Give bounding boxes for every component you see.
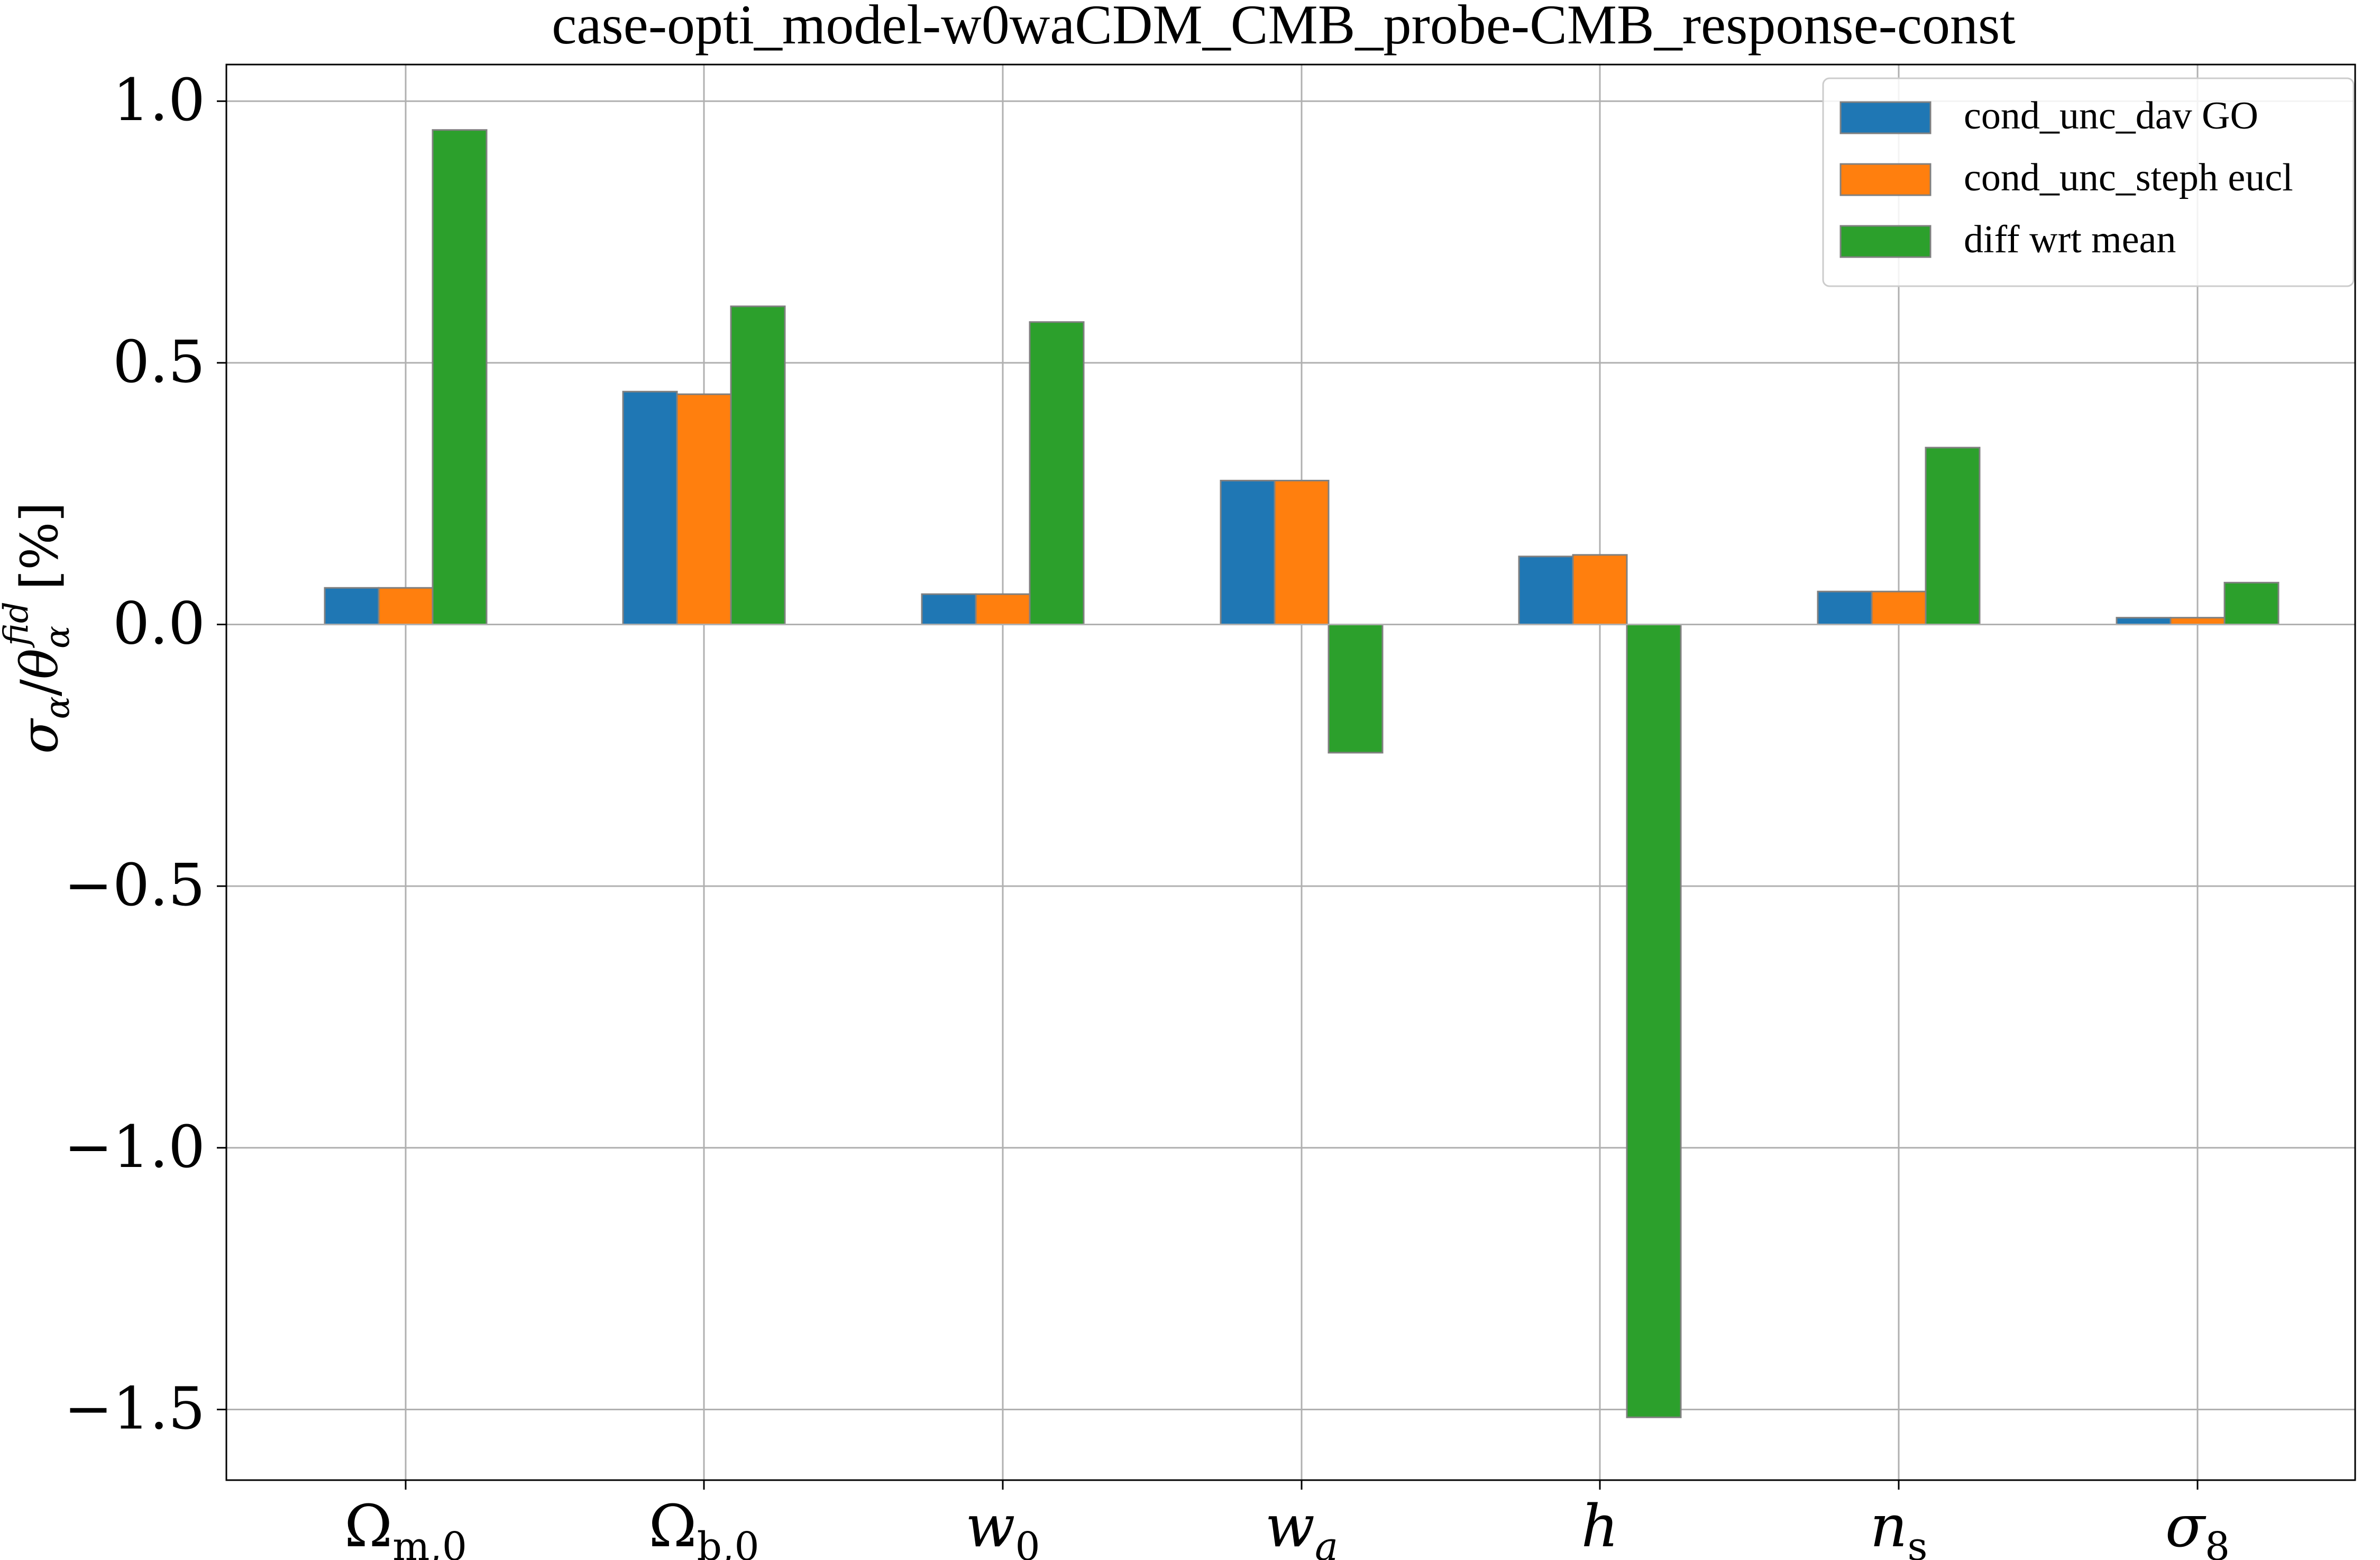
- x-tick-label: ns: [1870, 1492, 1928, 1560]
- bar: [1572, 554, 1628, 626]
- y-tick-label: 0.0: [113, 590, 205, 658]
- bar: [1871, 590, 1927, 626]
- bar: [2170, 617, 2226, 626]
- bar: [378, 587, 434, 626]
- chart-title: case-opti_model-w0waCDM_CMB_probe-CMB_re…: [552, 0, 2015, 56]
- y-tick-label: 0.5: [113, 328, 205, 396]
- bar: [2223, 581, 2280, 626]
- legend-label: cond_unc_steph eucl: [1964, 156, 2293, 199]
- bar: [676, 393, 732, 626]
- bar: [1518, 555, 1574, 626]
- x-tick-label: Ωb,0: [648, 1492, 759, 1560]
- x-tick-label: h: [1581, 1492, 1619, 1560]
- legend: cond_unc_dav GO cond_unc_steph eucl diff w…: [1822, 77, 2355, 287]
- plot-frame: [225, 63, 2356, 1481]
- legend-swatch: [1839, 225, 1932, 258]
- bar: [1029, 321, 1085, 626]
- x-ticks: Ωm,0 Ωb,0 w0 wa h ns σ8: [344, 1480, 2230, 1560]
- bars: [324, 129, 2280, 1418]
- y-axis-label: σα/θαfid[%]: [0, 502, 77, 754]
- bar: [1925, 446, 1981, 626]
- y-ticks: 1.0 0.5 0.0 −0.5 −1.0 −1.5: [64, 66, 226, 1442]
- bar: [2116, 617, 2172, 626]
- bar: [432, 129, 488, 626]
- bar: [1220, 479, 1276, 626]
- y-tick-label: −1.5: [64, 1374, 205, 1442]
- bar: [975, 593, 1031, 626]
- x-tick-label: wa: [1265, 1492, 1338, 1560]
- legend-label: diff wrt mean: [1964, 218, 2176, 261]
- bar: [1328, 624, 1384, 754]
- bar: [1274, 479, 1330, 626]
- y-tick-label: 1.0: [113, 66, 205, 134]
- y-tick-label: −0.5: [64, 851, 205, 919]
- bar: [1817, 590, 1873, 626]
- bar: [324, 587, 380, 626]
- bar: [730, 305, 786, 626]
- legend-box: [1822, 77, 2355, 287]
- x-tick-label: σ8: [2165, 1492, 2230, 1560]
- svg-text:σα/θαfid[%]: σα/θαfid[%]: [0, 502, 77, 754]
- bar: [1626, 624, 1682, 1418]
- legend-swatch: [1839, 101, 1932, 134]
- bar: [622, 390, 678, 626]
- bar: [921, 593, 977, 626]
- x-tick-label: Ωm,0: [344, 1492, 467, 1560]
- legend-swatch: [1839, 163, 1932, 196]
- y-tick-label: −1.0: [64, 1113, 205, 1181]
- legend-label: cond_unc_dav GO: [1964, 94, 2258, 138]
- x-tick-label: w0: [965, 1492, 1040, 1560]
